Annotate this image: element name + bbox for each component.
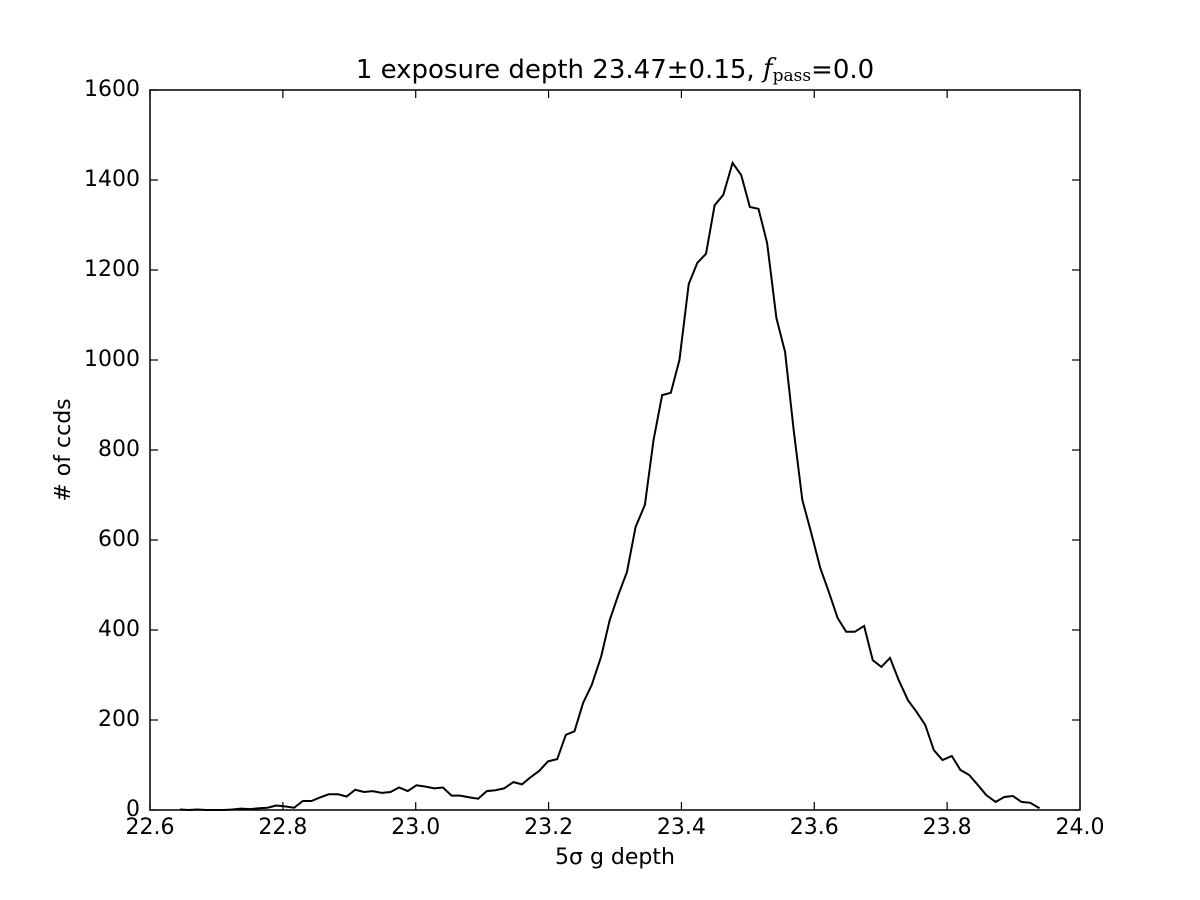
x-tick-label: 23.8: [923, 815, 972, 840]
x-tick-label: 22.6: [126, 815, 175, 840]
y-tick-label: 1000: [84, 347, 140, 372]
y-axis-label: # of ccds: [51, 398, 76, 501]
y-tick-label: 0: [126, 797, 140, 822]
x-axis-label: 5σ g depth: [555, 845, 675, 870]
x-tick-label: 24.0: [1056, 815, 1105, 840]
plot-frame: [149, 89, 1081, 811]
y-tick-label: 1200: [84, 257, 140, 282]
x-tick-label: 23.4: [657, 815, 706, 840]
y-tick-label: 400: [98, 617, 140, 642]
y-tick-label: 1400: [84, 167, 140, 192]
title-text: 1 exposure depth 23.47±0.15,: [356, 55, 763, 85]
x-tick-label: 23.0: [391, 815, 440, 840]
y-tick-label: 200: [98, 707, 140, 732]
chart-title: 1 exposure depth 23.47±0.15, fpass=0.0: [356, 54, 874, 86]
x-tick-label: 23.2: [524, 815, 573, 840]
x-tick-label: 22.8: [258, 815, 307, 840]
title-subscript: pass: [773, 66, 811, 86]
title-text: =0.0: [811, 55, 874, 85]
data-line: [179, 160, 1040, 812]
y-tick-label: 800: [98, 437, 140, 462]
y-tick-label: 600: [98, 527, 140, 552]
x-tick-label: 23.6: [790, 815, 839, 840]
y-tick-label: 1600: [84, 77, 140, 102]
